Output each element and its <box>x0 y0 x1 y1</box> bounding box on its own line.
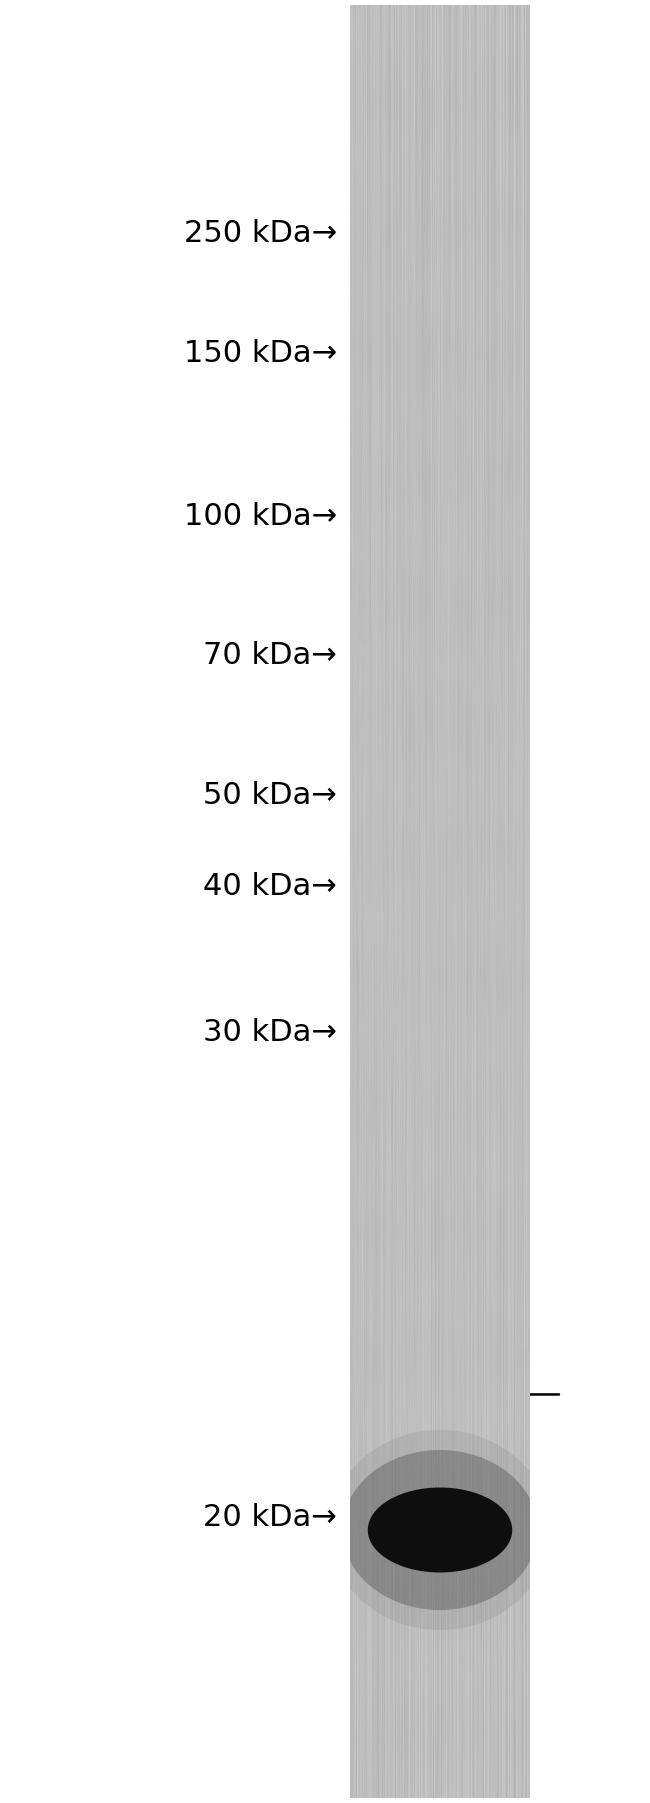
Text: 150 kDa→: 150 kDa→ <box>184 339 337 368</box>
Text: www.ptglab.com: www.ptglab.com <box>351 716 493 1105</box>
Ellipse shape <box>368 1487 512 1572</box>
Text: 20 kDa→: 20 kDa→ <box>203 1504 337 1533</box>
Text: 70 kDa→: 70 kDa→ <box>203 640 337 669</box>
Text: 100 kDa→: 100 kDa→ <box>184 503 337 532</box>
Ellipse shape <box>343 1450 538 1610</box>
Text: 50 kDa→: 50 kDa→ <box>203 781 337 810</box>
Ellipse shape <box>330 1430 551 1630</box>
Text: 40 kDa→: 40 kDa→ <box>203 873 337 902</box>
Text: 30 kDa→: 30 kDa→ <box>203 1019 337 1048</box>
Text: 250 kDa→: 250 kDa→ <box>184 218 337 247</box>
